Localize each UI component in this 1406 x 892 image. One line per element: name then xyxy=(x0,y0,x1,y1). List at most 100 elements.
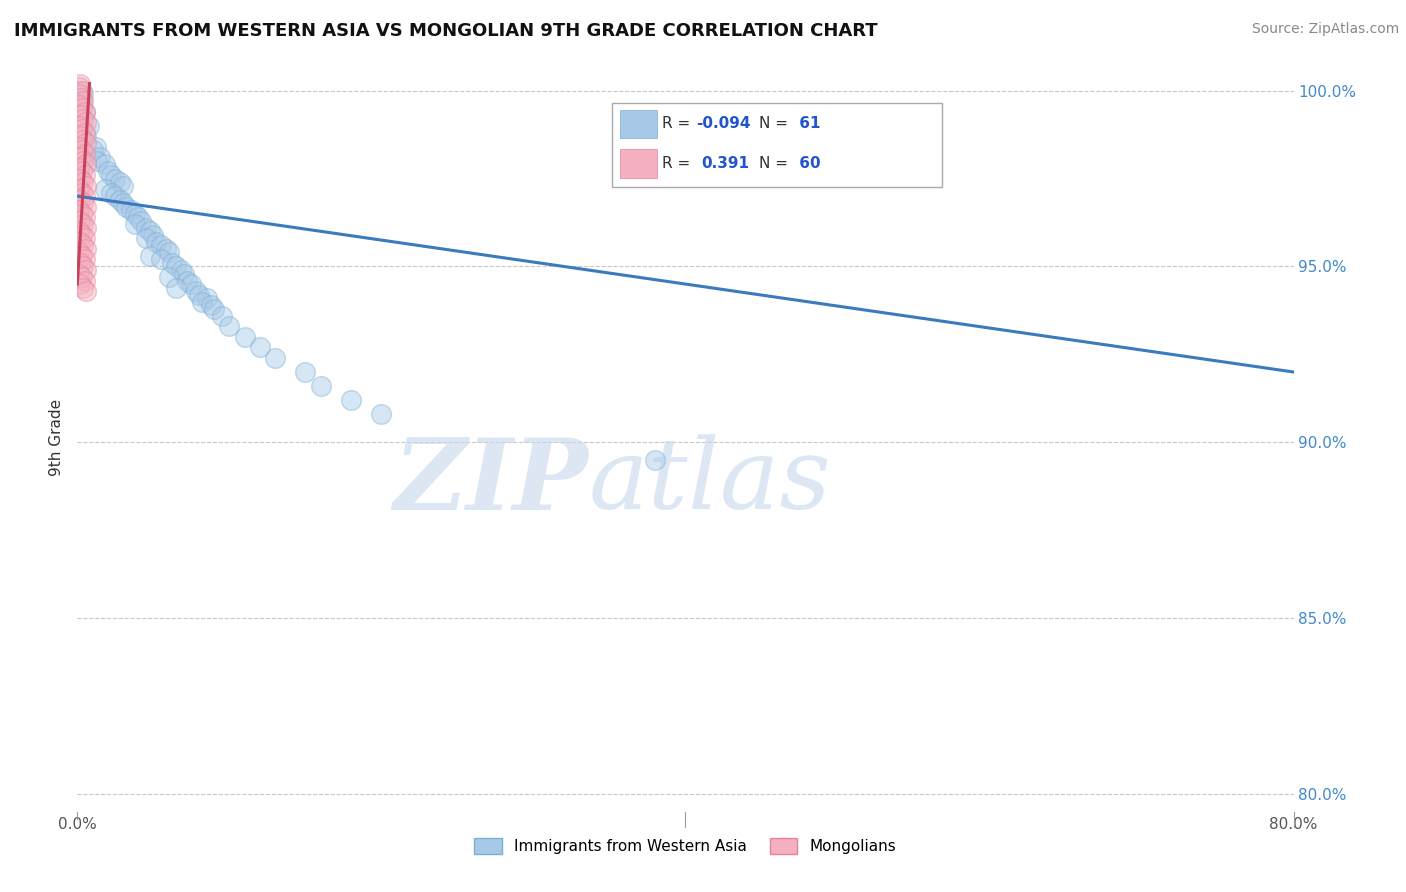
Point xyxy=(75,157,97,171)
Point xyxy=(69,108,91,122)
Point xyxy=(75,263,97,277)
Point xyxy=(149,252,172,267)
Point xyxy=(70,84,93,98)
Point xyxy=(93,157,115,171)
Point xyxy=(100,168,122,182)
Point xyxy=(195,291,218,305)
Point xyxy=(73,231,96,245)
Point xyxy=(75,220,97,235)
Point xyxy=(173,267,195,281)
Point xyxy=(73,189,96,203)
Point xyxy=(157,270,180,285)
Point xyxy=(70,144,93,158)
Point xyxy=(75,242,97,256)
Point xyxy=(218,319,240,334)
Point xyxy=(73,252,96,267)
Point xyxy=(72,196,94,211)
Point xyxy=(340,393,363,408)
Point xyxy=(70,94,93,108)
Point xyxy=(69,84,91,98)
Point xyxy=(180,277,202,291)
Point xyxy=(75,115,97,129)
Point xyxy=(370,407,392,421)
Point xyxy=(93,182,115,196)
Point xyxy=(100,186,122,200)
Point xyxy=(145,235,167,249)
Point xyxy=(135,231,157,245)
Text: N =: N = xyxy=(759,117,793,131)
Point xyxy=(67,87,90,101)
Point xyxy=(73,274,96,288)
Text: N =: N = xyxy=(759,156,793,170)
Point xyxy=(86,153,108,168)
Point xyxy=(72,260,94,274)
Point xyxy=(69,213,91,227)
Point xyxy=(75,136,97,151)
Point xyxy=(72,133,94,147)
Point xyxy=(69,235,91,249)
Point xyxy=(72,280,94,294)
Point xyxy=(67,119,90,133)
Point xyxy=(72,238,94,252)
Point xyxy=(69,193,91,207)
Point xyxy=(644,453,666,467)
Point xyxy=(124,207,146,221)
Point xyxy=(75,129,97,144)
Point xyxy=(202,301,225,316)
Point xyxy=(129,213,152,227)
Text: R =: R = xyxy=(662,117,696,131)
Point xyxy=(155,242,177,256)
Point xyxy=(115,200,138,214)
Point xyxy=(69,171,91,186)
Point xyxy=(108,175,131,189)
Point xyxy=(73,104,96,119)
Point xyxy=(211,309,233,323)
Text: 60: 60 xyxy=(794,156,821,170)
Point xyxy=(72,217,94,231)
Point xyxy=(84,140,107,154)
Point xyxy=(70,227,93,242)
Text: 0.391: 0.391 xyxy=(702,156,749,170)
Point xyxy=(157,245,180,260)
Point xyxy=(69,256,91,270)
Point xyxy=(191,294,214,309)
Point xyxy=(104,189,127,203)
Point xyxy=(67,80,90,95)
Point xyxy=(75,200,97,214)
Point xyxy=(149,238,172,252)
Point xyxy=(67,203,90,218)
Legend: Immigrants from Western Asia, Mongolians: Immigrants from Western Asia, Mongolians xyxy=(468,832,903,860)
Point xyxy=(73,168,96,182)
Point xyxy=(67,267,90,281)
Text: atlas: atlas xyxy=(588,434,831,530)
Point xyxy=(89,150,111,164)
Point xyxy=(97,164,120,178)
Point xyxy=(104,171,127,186)
Point xyxy=(73,211,96,225)
Point xyxy=(165,280,187,294)
Point xyxy=(170,263,193,277)
Text: Source: ZipAtlas.com: Source: ZipAtlas.com xyxy=(1251,22,1399,37)
Point xyxy=(139,224,162,238)
Point xyxy=(70,207,93,221)
Point xyxy=(188,287,211,301)
Point xyxy=(67,224,90,238)
Point xyxy=(200,298,222,312)
Point xyxy=(111,178,134,193)
Point xyxy=(72,112,94,126)
Point xyxy=(69,77,91,91)
Point xyxy=(67,97,90,112)
Text: 61: 61 xyxy=(794,117,821,131)
Point xyxy=(124,217,146,231)
Point xyxy=(67,161,90,175)
Point xyxy=(67,245,90,260)
Point xyxy=(111,196,134,211)
Point xyxy=(69,129,91,144)
Point xyxy=(73,104,96,119)
Point xyxy=(135,220,157,235)
Point xyxy=(249,340,271,354)
Point xyxy=(72,87,94,101)
Point xyxy=(184,284,207,298)
Point xyxy=(73,147,96,161)
Point xyxy=(70,101,93,115)
